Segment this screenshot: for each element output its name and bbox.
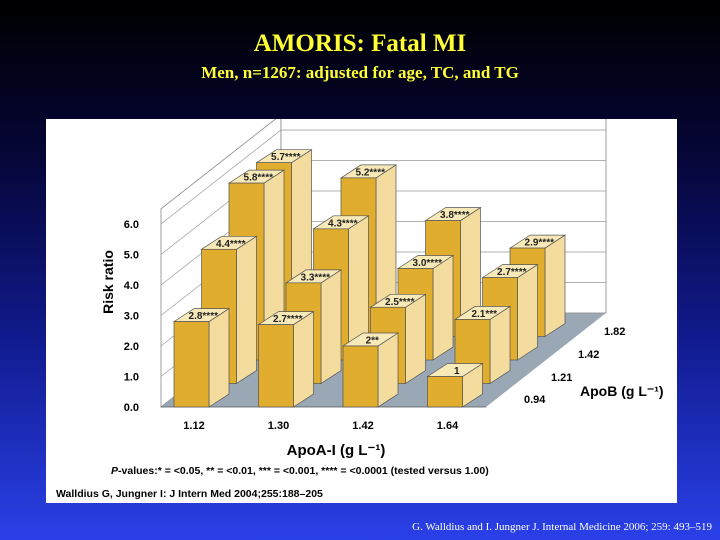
x-tick-label: 1.42	[352, 420, 373, 432]
data-label: 2**	[366, 336, 379, 347]
y-tick-label: 5.0	[124, 250, 139, 262]
x-tick-label: 1.12	[183, 420, 204, 432]
citation: G. Walldius and I. Jungner J. Internal M…	[412, 521, 712, 533]
data-label: 2.7****	[273, 314, 303, 325]
data-label: 2.8****	[189, 311, 219, 322]
pvalue-prefix: P	[111, 465, 119, 477]
data-label: 3.8****	[440, 210, 470, 221]
depth-tick-label: 1.21	[551, 372, 572, 384]
bar-1.82-1.64: 2.9****	[508, 234, 567, 338]
risk-ratio-3d-bar-chart: 2.9**** 3.8**** 5.2**** 5.7**** 2.7**** 3.0**…	[56, 119, 664, 500]
bar-side	[517, 263, 538, 361]
data-label: 3.3****	[301, 272, 331, 283]
bar-0.94-1.42: 2**	[341, 332, 400, 408]
chart-axis-labels: 0.0 1.0 2.0 3.0 4.0 5.0 6.0 1.12 1.30 1.42 1.64 0.9…	[100, 219, 664, 459]
y-tick-label: 4.0	[124, 280, 139, 292]
data-label: 4.3****	[328, 218, 358, 229]
bar-side	[544, 234, 566, 338]
bar-side	[293, 310, 314, 408]
depth-axis-title: ApoB (g L⁻¹)	[580, 383, 664, 399]
depth-tick-label: 1.82	[604, 326, 625, 338]
y-tick-label: 3.0	[124, 311, 139, 323]
figure-panel: 2.9**** 3.8**** 5.2**** 5.7**** 2.7**** 3.0**…	[46, 119, 677, 503]
x-axis-title: ApoA-I (g L⁻¹)	[287, 442, 386, 459]
bar-side	[208, 307, 230, 408]
bar-front	[342, 345, 379, 408]
y-tick-label: 0.0	[124, 402, 139, 414]
bar-side	[320, 269, 342, 385]
y-axis-title: Risk ratio	[100, 250, 116, 314]
bar-0.94-1.30: 2.7****	[257, 310, 315, 408]
x-tick-label: 1.30	[268, 420, 289, 432]
bar-front	[258, 324, 294, 408]
data-label: 2.7****	[497, 267, 527, 278]
chart-bars: 2.9**** 3.8**** 5.2**** 5.7**** 2.7**** 3.0**…	[172, 149, 567, 408]
bar-side	[236, 235, 257, 385]
data-label: 2.1***	[471, 309, 497, 320]
depth-tick-label: 0.94	[524, 394, 546, 406]
bar-front	[427, 376, 463, 408]
source-reference: Walldius G, Jungner I: J Intern Med 2004…	[56, 488, 323, 500]
gridline	[160, 129, 606, 225]
slide-title: AMORIS: Fatal MI	[253, 30, 467, 57]
data-label: 2.9****	[525, 238, 555, 249]
x-tick-label: 1.64	[437, 420, 459, 432]
slide-subtitle: Men, n=1267: adjusted for age, TC, and T…	[201, 63, 519, 82]
data-label: 5.2****	[356, 167, 386, 178]
bar-0.94-1.12: 2.8****	[172, 307, 231, 408]
pvalue-text: -values:* = <0.05, ** = <0.01, *** = <0.…	[118, 465, 489, 477]
data-label: 3.0****	[413, 258, 443, 269]
y-tick-label: 6.0	[124, 219, 139, 231]
depth-tick-label: 1.42	[578, 349, 599, 361]
data-label: 5.7****	[271, 152, 301, 163]
y-tick-label: 1.0	[124, 372, 139, 384]
y-tick-label: 2.0	[124, 341, 139, 353]
data-label: 4.4****	[216, 239, 246, 250]
data-label: 5.8****	[244, 173, 274, 184]
bar-front	[173, 321, 210, 408]
bar-0.94-1.64: 1	[426, 362, 484, 408]
data-label: 2.5****	[385, 297, 415, 308]
bar-side	[432, 254, 454, 361]
data-label: 1	[454, 366, 460, 377]
pvalue-note: P-values:* = <0.05, ** = <0.01, *** = <0…	[111, 465, 489, 477]
